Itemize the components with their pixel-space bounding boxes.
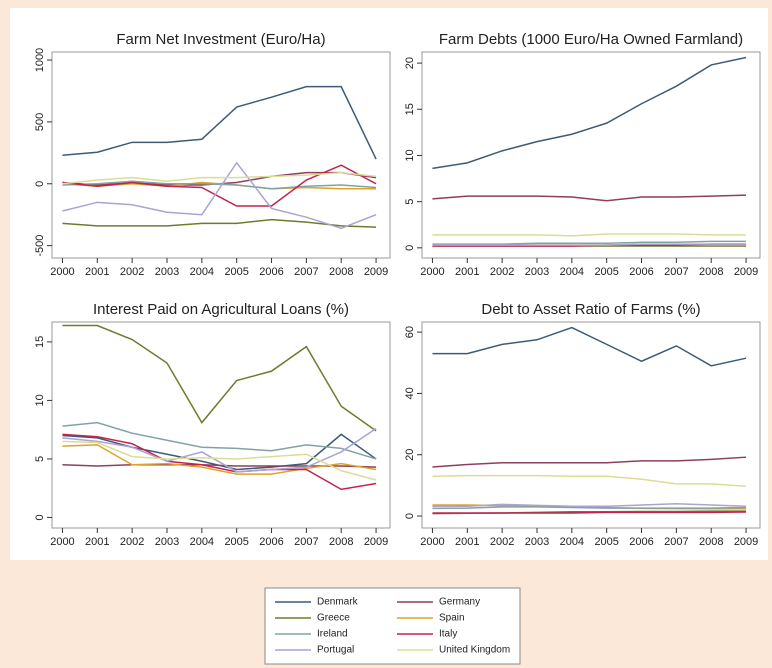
x-tick-label: 2000 (420, 536, 444, 548)
x-tick-label: 2003 (525, 536, 549, 548)
legend-label: Ireland (317, 629, 348, 640)
series-line (432, 243, 747, 246)
series-line (432, 194, 747, 202)
y-tick-label: 1000 (34, 48, 46, 72)
y-tick-label: 60 (404, 326, 416, 338)
series-line (62, 444, 377, 475)
series-line (62, 324, 377, 432)
x-tick-label: 2008 (329, 536, 353, 548)
x-tick-label: 2007 (294, 266, 318, 278)
y-tick-label: 0 (404, 245, 416, 251)
y-tick-label: 500 (34, 113, 46, 131)
x-tick-label: 2003 (155, 536, 179, 548)
legend-label: United Kingdom (439, 645, 510, 656)
y-tick-label: 5 (34, 456, 46, 462)
x-tick-label: 2007 (294, 536, 318, 548)
x-tick-label: 2008 (699, 536, 723, 548)
y-tick-label: 20 (404, 449, 416, 461)
series-line (432, 56, 747, 170)
x-tick-label: 2000 (50, 266, 74, 278)
series-line (62, 85, 377, 160)
legend-label: Portugal (317, 645, 354, 656)
chart-title: Debt to Asset Ratio of Farms (%) (481, 301, 700, 318)
y-tick-label: 0 (34, 514, 46, 520)
x-tick-label: 2005 (224, 536, 248, 548)
legend-label: Greece (317, 613, 350, 624)
x-tick-label: 2007 (664, 536, 688, 548)
x-tick-label: 2005 (594, 266, 618, 278)
plot-frame (421, 321, 761, 529)
plot-frame (51, 321, 391, 529)
x-tick-label: 2006 (259, 266, 283, 278)
x-tick-label: 2001 (455, 266, 479, 278)
x-tick-label: 2008 (699, 266, 723, 278)
series-line (432, 506, 747, 510)
x-tick-label: 2007 (664, 266, 688, 278)
series-line (432, 233, 747, 237)
y-tick-label: 0 (404, 513, 416, 519)
series-line (62, 427, 377, 473)
legend-label: Italy (439, 629, 457, 640)
x-tick-label: 2006 (259, 536, 283, 548)
y-tick-label: 15 (34, 336, 46, 348)
y-tick-label: 10 (404, 149, 416, 161)
x-tick-label: 2005 (224, 266, 248, 278)
x-tick-label: 2001 (85, 266, 109, 278)
x-tick-label: 2009 (734, 536, 758, 548)
plot-background (10, 8, 768, 560)
x-tick-label: 2008 (329, 266, 353, 278)
x-tick-label: 2004 (560, 266, 584, 278)
legend-label: Germany (439, 597, 480, 608)
x-tick-label: 2003 (155, 266, 179, 278)
x-tick-label: 2001 (85, 536, 109, 548)
x-tick-label: 2009 (734, 266, 758, 278)
x-tick-label: 2002 (490, 536, 514, 548)
series-line (432, 326, 747, 367)
y-tick-label: 20 (404, 57, 416, 69)
x-tick-label: 2002 (490, 266, 514, 278)
x-tick-label: 2006 (629, 536, 653, 548)
series-line (62, 433, 377, 491)
x-tick-label: 2004 (190, 536, 214, 548)
series-line (62, 421, 377, 460)
series-line (432, 456, 747, 468)
x-tick-label: 2009 (364, 266, 388, 278)
x-tick-label: 2004 (190, 266, 214, 278)
x-tick-label: 2003 (525, 266, 549, 278)
y-tick-label: 15 (404, 103, 416, 115)
y-tick-label: 40 (404, 387, 416, 399)
y-tick-label: 10 (34, 394, 46, 406)
x-tick-label: 2002 (120, 536, 144, 548)
chart-title: Interest Paid on Agricultural Loans (%) (93, 301, 349, 318)
series-line (432, 511, 747, 514)
y-tick-label: -500 (34, 235, 46, 257)
chart-title: Farm Debts (1000 Euro/Ha Owned Farmland) (439, 31, 743, 48)
x-tick-label: 2009 (364, 536, 388, 548)
x-tick-label: 2002 (120, 266, 144, 278)
x-tick-label: 2000 (50, 536, 74, 548)
series-line (62, 180, 377, 190)
series-line (432, 240, 747, 245)
plot-frame (51, 51, 391, 259)
x-tick-label: 2006 (629, 266, 653, 278)
legend-box (264, 587, 521, 665)
x-tick-label: 2001 (455, 536, 479, 548)
series-line (432, 503, 747, 507)
series-line (62, 164, 377, 207)
x-tick-label: 2004 (560, 536, 584, 548)
x-tick-label: 2005 (594, 536, 618, 548)
series-line (62, 440, 377, 481)
legend-label: Spain (439, 613, 465, 624)
series-line (62, 218, 377, 228)
series-line (432, 474, 747, 488)
y-tick-label: 0 (34, 181, 46, 187)
series-line (62, 171, 377, 185)
series-line (62, 161, 377, 230)
legend-label: Denmark (317, 597, 359, 608)
y-tick-label: 5 (404, 199, 416, 205)
chart-title: Farm Net Investment (Euro/Ha) (116, 31, 325, 48)
x-tick-label: 2000 (420, 266, 444, 278)
